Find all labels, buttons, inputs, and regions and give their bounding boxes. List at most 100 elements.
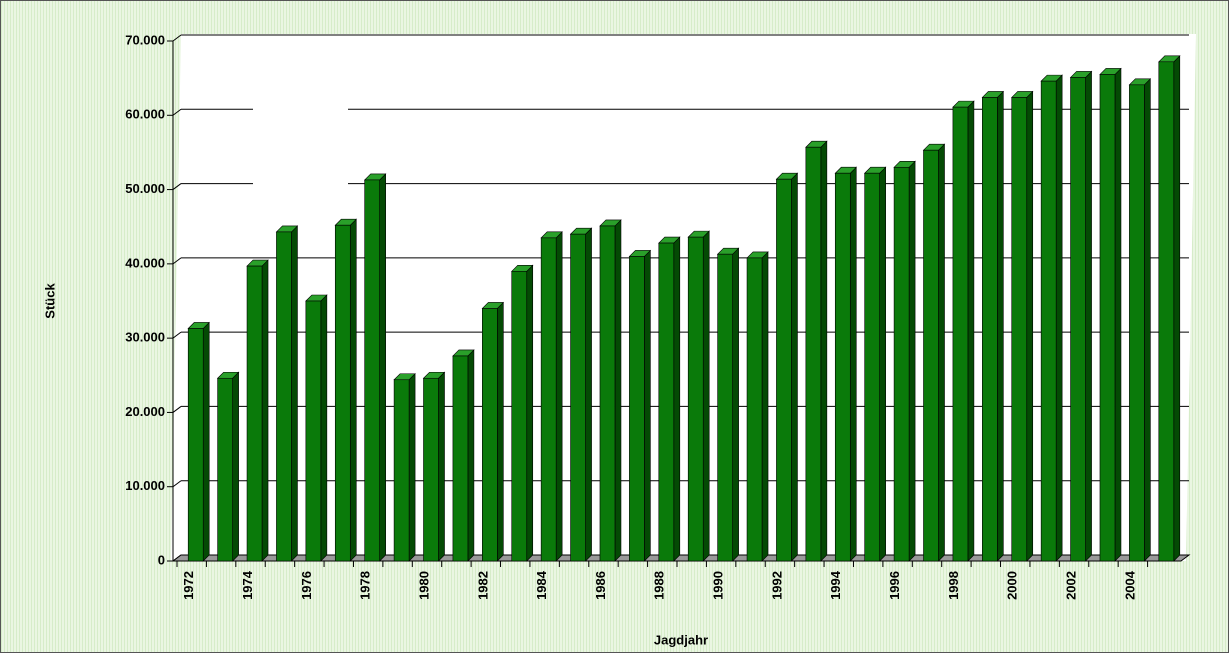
grid-line	[172, 331, 182, 339]
bar-side	[1055, 74, 1063, 562]
bar	[893, 166, 910, 562]
bar	[805, 146, 822, 562]
bar	[982, 97, 998, 562]
grid-line	[172, 108, 182, 116]
bar	[305, 300, 322, 562]
bar	[599, 225, 616, 562]
x-tick-label: 1990	[711, 571, 726, 600]
bar-side	[1173, 55, 1181, 562]
bar-side	[1144, 78, 1151, 562]
bar	[511, 270, 528, 562]
bar	[482, 308, 498, 562]
x-tick-label: 2002	[1063, 571, 1078, 600]
x-tick-label: 1976	[299, 571, 314, 600]
bar-side	[379, 173, 386, 562]
bar-side	[849, 166, 857, 562]
bar	[364, 179, 380, 562]
bar-side	[938, 143, 945, 562]
bar-side	[261, 259, 269, 562]
bar	[334, 224, 351, 562]
bar	[423, 377, 439, 562]
y-tick-label: 70.000	[125, 32, 165, 47]
x-tick-label: 1992	[769, 571, 784, 600]
bar-side	[555, 231, 563, 562]
bar-side	[1026, 90, 1034, 562]
y-tick-label: 30.000	[125, 330, 165, 345]
illustration-bg	[253, 69, 348, 189]
bar	[1099, 74, 1116, 562]
bar-side	[997, 90, 1004, 562]
bar	[658, 242, 675, 562]
bar-side	[761, 251, 769, 562]
bar-side	[967, 100, 975, 562]
bar-side	[732, 247, 739, 562]
bar	[393, 379, 410, 562]
y-tick-label: 60.000	[125, 107, 165, 122]
y-tick-label: 0	[158, 552, 165, 567]
bar	[1129, 84, 1145, 562]
bar-side	[467, 349, 475, 562]
bar	[217, 377, 233, 562]
grid-line	[172, 406, 182, 413]
y-axis-title: Stück	[42, 283, 57, 319]
grid-line	[172, 257, 182, 265]
bar	[570, 233, 586, 562]
y-tick-label: 10.000	[125, 478, 165, 493]
bar-side	[408, 373, 416, 562]
bar-side	[202, 321, 210, 562]
bar-side	[614, 219, 622, 562]
bar-side	[791, 172, 798, 562]
bar-side	[908, 160, 916, 562]
x-tick-label: 1980	[416, 571, 431, 600]
x-tick-label: 1994	[828, 570, 843, 600]
bar	[1158, 61, 1175, 562]
y-tick-label: 50.000	[125, 181, 165, 196]
bar-side	[349, 218, 357, 562]
y-tick-label: 20.000	[125, 404, 165, 419]
bar	[1011, 97, 1028, 562]
bar	[452, 355, 469, 562]
x-axis-title: Jagdjahr	[654, 632, 708, 647]
x-tick-label: 2000	[1005, 571, 1020, 600]
bar	[629, 256, 645, 562]
x-tick-label: 1996	[887, 571, 902, 600]
bar	[776, 178, 792, 562]
bar	[717, 253, 733, 562]
bar	[540, 237, 557, 562]
x-tick-label: 1982	[475, 571, 490, 600]
bar-side	[232, 371, 239, 562]
grid-line	[172, 183, 182, 190]
x-tick-label: 1998	[946, 571, 961, 600]
bar-side	[1085, 70, 1092, 562]
bar-side	[644, 249, 651, 562]
x-tick-label: 1978	[358, 571, 373, 600]
bar-side	[320, 294, 328, 562]
bar	[923, 149, 939, 562]
bar	[746, 257, 763, 562]
bar	[952, 106, 969, 562]
x-tick-label: 1988	[652, 571, 667, 600]
y-tick-label: 40.000	[125, 255, 165, 270]
bar	[1040, 80, 1057, 562]
x-tick-label: 1986	[593, 571, 608, 600]
bar-side	[291, 225, 298, 562]
bar	[687, 236, 704, 562]
bar-side	[497, 301, 504, 562]
bar-side	[585, 227, 592, 562]
x-tick-label: 1972	[181, 571, 196, 600]
bar	[276, 231, 292, 562]
bar-side	[879, 166, 886, 562]
x-tick-label: 1984	[534, 570, 549, 600]
bar	[834, 172, 851, 562]
bar	[864, 172, 880, 562]
bar-side	[702, 230, 710, 562]
bar	[246, 265, 263, 562]
bar	[187, 328, 204, 562]
grid-line	[172, 480, 182, 488]
x-tick-label: 2004	[1122, 570, 1137, 600]
bar-side	[1114, 67, 1122, 562]
x-tick-label: 1974	[240, 570, 255, 600]
grid-line	[172, 34, 182, 42]
